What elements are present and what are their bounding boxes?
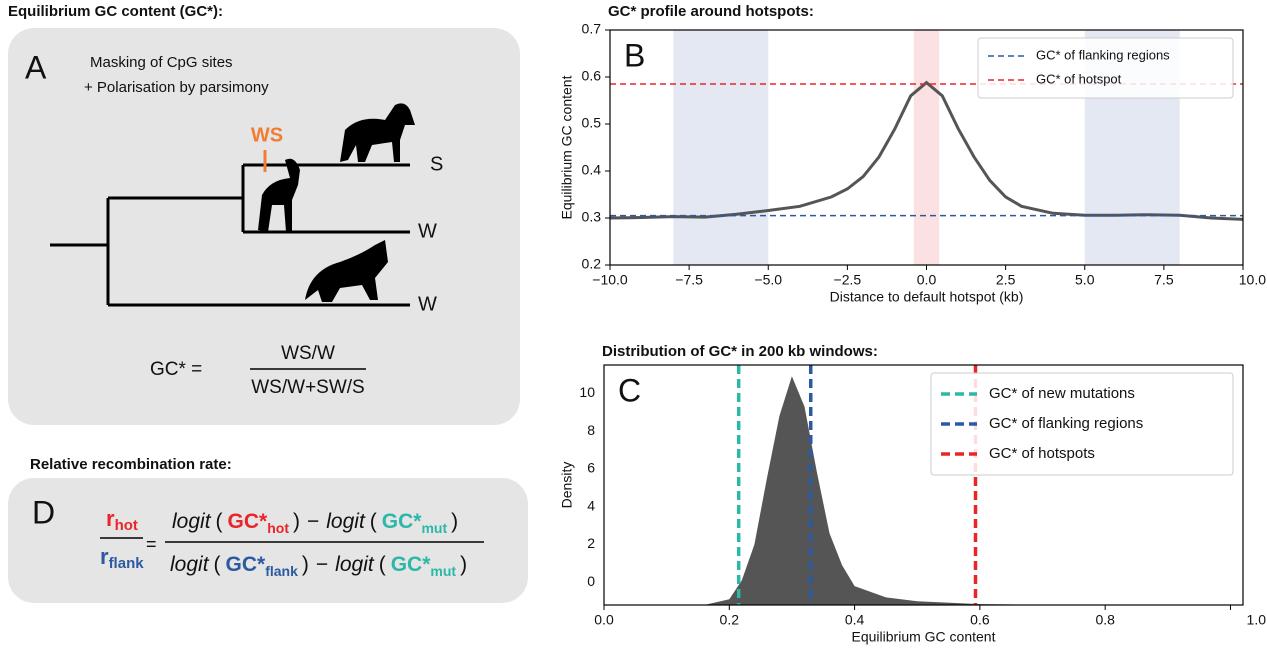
formula-numerator: WS/W — [281, 343, 335, 364]
band — [913, 30, 940, 265]
x-tick-label: 0.8 — [1095, 612, 1115, 628]
band — [673, 30, 769, 265]
y-tick-label: 6 — [587, 460, 595, 476]
legend-label: GC* of flanking regions — [989, 415, 1143, 432]
x-tick-label: 5.0 — [1075, 272, 1095, 288]
y-tick-label: 0.3 — [582, 209, 602, 225]
equals: = — [146, 534, 157, 554]
y-tick-label: 10 — [579, 384, 595, 400]
x-tick-label: 0.2 — [720, 612, 740, 628]
legend-label: GC* of new mutations — [989, 385, 1135, 402]
x-axis-label: Distance to default hotspot (kb) — [830, 289, 1024, 305]
legend-box — [930, 372, 1234, 476]
legend-label: GC* of hotspot — [1036, 71, 1122, 86]
y-axis-label: Density — [559, 462, 575, 509]
formula-denominator: WS/W+SW/S — [251, 377, 364, 398]
x-axis-label: Equilibrium GC content — [852, 629, 996, 645]
y-tick-label: 0.6 — [582, 68, 602, 84]
r-flank: rflank — [100, 544, 144, 572]
x-tick-label: 7.5 — [1154, 272, 1174, 288]
x-tick-label: −2.5 — [834, 272, 862, 288]
plot-frame — [603, 364, 1244, 606]
x-tick-label: −10.0 — [592, 272, 628, 288]
x-tick-label: 0.6 — [970, 612, 990, 628]
panel-letter: C — [618, 372, 641, 408]
x-tick-label: 10.0 — [1239, 272, 1266, 288]
panel-letter: A — [25, 49, 47, 85]
leaf-label: W — [418, 220, 437, 242]
tree — [50, 163, 410, 307]
y-tick-label: 0 — [587, 573, 595, 589]
density-area — [704, 376, 1062, 605]
note: Masking of CpG sites — [90, 54, 233, 71]
chart-title: GC* profile around hotspots: — [608, 3, 814, 20]
y-tick-label: 0.4 — [582, 162, 602, 178]
legend-box — [977, 37, 1234, 99]
legend-label: GC* of flanking regions — [1036, 47, 1170, 62]
x-tick-label: 0.0 — [917, 272, 937, 288]
x-tick-label: 0.4 — [845, 612, 865, 628]
y-axis-label: Equilibrium GC content — [559, 75, 575, 219]
leaf-label: W — [418, 293, 437, 315]
y-tick-label: 0.2 — [582, 256, 602, 272]
numerator: logit(GC*hot) − logit(GC*mut) — [172, 510, 458, 536]
x-tick-label: −5.0 — [754, 272, 782, 288]
chart-title: Distribution of GC* in 200 kb windows: — [602, 343, 878, 360]
x-tick-label: 0.0 — [594, 612, 614, 628]
y-tick-label: 0.5 — [582, 115, 602, 131]
legend-label: GC* of hotspots — [989, 445, 1095, 462]
x-tick-label: 2.5 — [996, 272, 1016, 288]
branch-event: WS — [251, 124, 283, 146]
leaf-label: S — [430, 153, 443, 175]
r-hot: rhot — [106, 506, 138, 534]
y-tick-label: 8 — [587, 422, 595, 438]
panel-letter: D — [32, 494, 55, 530]
y-tick-label: 0.7 — [582, 21, 602, 37]
formula-lhs: GC* = — [150, 359, 202, 380]
animal-icons — [258, 103, 415, 302]
panel-letter: B — [624, 37, 645, 73]
y-tick-label: 2 — [587, 535, 595, 551]
note: + Polarisation by parsimony — [84, 79, 269, 96]
denominator: logit(GC*flank) − logit(GC*mut) — [170, 553, 467, 579]
x-tick-label: 1.0 — [1247, 612, 1267, 628]
panel-heading: Equilibrium GC content (GC*): — [8, 3, 223, 20]
panel-box — [8, 478, 528, 603]
y-tick-label: 4 — [587, 497, 595, 513]
x-tick-label: −7.5 — [675, 272, 703, 288]
panel-heading: Relative recombination rate: — [30, 456, 232, 473]
